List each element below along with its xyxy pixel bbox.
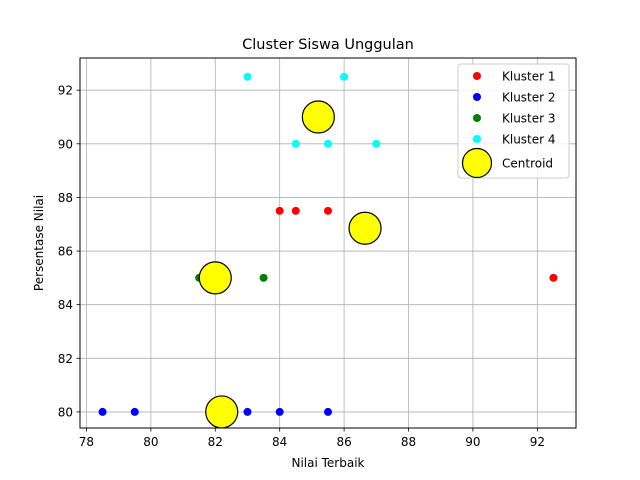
centroid-point [348, 211, 382, 245]
legend: Kluster 1 Kluster 2 Kluster 3 Kluster 4 Cent… [457, 63, 570, 179]
data-point-kluster-4 [291, 139, 300, 148]
legend-label: Kluster 1 [502, 70, 556, 84]
data-points [98, 72, 558, 429]
x-tick-label: 92 [530, 435, 545, 449]
x-tick-label: 86 [336, 435, 351, 449]
y-axis-title: Persentase Nilai [32, 195, 46, 291]
y-tick-label: 84 [58, 298, 73, 312]
legend-marker [473, 135, 481, 143]
data-point-kluster-4 [324, 139, 332, 148]
x-tick-label: 78 [79, 435, 94, 449]
data-point-kluster-2 [98, 407, 107, 416]
legend-box [457, 63, 570, 179]
legend-label: Kluster 2 [502, 91, 556, 105]
data-point-kluster-1 [275, 206, 284, 215]
data-point-kluster-2 [275, 407, 284, 416]
data-point-kluster-4 [243, 72, 252, 81]
legend-marker [473, 114, 481, 122]
legend-label: Kluster 3 [502, 112, 556, 126]
legend-marker [473, 93, 481, 101]
x-tick-label: 90 [465, 435, 480, 449]
x-axis-title: Nilai Terbaik [291, 456, 364, 470]
data-point-kluster-4 [340, 72, 349, 81]
x-tick-label: 82 [208, 435, 223, 449]
y-tick-label: 90 [58, 137, 73, 151]
axis-ticks: 78 80 82 84 86 88 90 92 80 82 84 86 88 90 92 [58, 84, 545, 449]
y-tick-label: 88 [58, 191, 73, 205]
centroid-point [198, 261, 232, 295]
chart-title: Cluster Siswa Unggulan [242, 37, 414, 53]
data-point-kluster-1 [324, 206, 332, 215]
y-tick-label: 80 [58, 405, 73, 419]
data-point-kluster-1 [549, 273, 558, 282]
x-tick-label: 84 [272, 435, 287, 449]
legend-label: Kluster 4 [502, 133, 556, 147]
y-tick-label: 92 [58, 84, 73, 98]
x-tick-label: 88 [401, 435, 416, 449]
legend-marker [461, 147, 493, 179]
plot-frame [79, 57, 577, 429]
legend-label: Centroid [502, 157, 553, 171]
data-point-kluster-4 [372, 139, 381, 148]
x-tick-label: 80 [143, 435, 158, 449]
y-tick-label: 82 [58, 352, 73, 366]
legend-marker [473, 72, 481, 80]
centroid-point [301, 100, 335, 134]
data-point-kluster-2 [130, 407, 139, 416]
centroid-point [205, 395, 239, 429]
data-point-kluster-3 [259, 273, 268, 282]
data-point-kluster-2 [324, 407, 332, 416]
y-tick-label: 86 [58, 245, 73, 259]
data-point-kluster-2 [243, 407, 252, 416]
data-point-kluster-1 [291, 206, 300, 215]
